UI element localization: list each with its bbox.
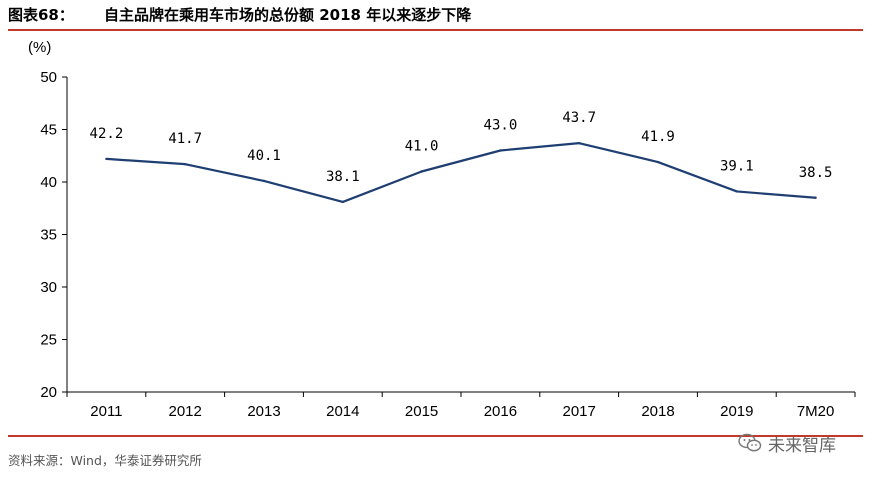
source-note: 资料来源：Wind，华泰证券研究所 (8, 453, 202, 468)
x-tick-label: 7M20 (797, 403, 835, 420)
y-tick-label: 45 (40, 122, 57, 139)
watermark-text: 未来智库 (768, 435, 836, 456)
data-label: 41.9 (641, 129, 675, 145)
x-tick-label: 2015 (405, 403, 438, 420)
chart-axes (66, 77, 855, 393)
x-tick-label: 2019 (720, 403, 753, 420)
y-tick-label: 35 (40, 227, 57, 244)
x-tick-label: 2013 (247, 403, 280, 420)
x-tick-label: 2014 (326, 403, 359, 420)
data-label: 41.7 (168, 131, 202, 147)
data-point (735, 190, 738, 193)
x-tick-label: 2016 (484, 403, 517, 420)
data-label: 42.2 (90, 126, 124, 142)
y-tick-label: 40 (40, 174, 57, 191)
x-tick-label: 2011 (90, 403, 122, 420)
footer-divider (8, 435, 863, 437)
x-tick-label: 2012 (169, 403, 202, 420)
data-point (184, 162, 187, 166)
data-label: 43.7 (562, 110, 596, 126)
data-label: 38.5 (799, 165, 833, 181)
data-point (814, 196, 817, 199)
data-label: 40.1 (247, 148, 281, 164)
figure-title: 图表68： 自主品牌在乘用车市场的总份额 2018 年以来逐步下降 (8, 4, 868, 26)
data-point (420, 170, 423, 173)
y-tick-label: 50 (40, 69, 57, 86)
data-point (262, 179, 266, 183)
y-axis-ticks: 20 25 30 35 40 45 50 (40, 69, 67, 401)
figure-label: 图表68： (8, 6, 74, 24)
data-label: 43.0 (484, 118, 518, 134)
title-divider (8, 29, 863, 31)
data-label: 38.1 (326, 169, 360, 185)
data-label: 41.0 (405, 139, 439, 155)
wechat-icon (738, 433, 762, 452)
y-axis-label: (%) (28, 39, 51, 56)
x-tick-label: 2017 (563, 403, 596, 420)
y-tick-label: 25 (40, 332, 57, 349)
data-point (341, 200, 344, 204)
data-point (105, 157, 108, 161)
y-tick-label: 20 (40, 384, 57, 401)
x-axis-ticks: 2011 2012 2013 2014 2015 2016 2017 2018 2019 7M20 (66, 392, 856, 420)
series-group (105, 141, 817, 204)
data-labels-group: 42.2 41.7 40.1 38.1 41.0 43.0 43.7 41.9 39.1 38.5 (90, 110, 833, 185)
x-tick-label: 2018 (641, 403, 674, 420)
series-line (106, 142, 816, 204)
data-point (656, 160, 660, 164)
y-tick-label: 30 (40, 279, 57, 296)
figure-title-text: 自主品牌在乘用车市场的总份额 2018 年以来逐步下降 (104, 6, 472, 24)
data-label: 39.1 (720, 158, 754, 174)
watermark: 未来智库 (738, 430, 836, 456)
data-point (578, 141, 581, 145)
data-point (499, 149, 502, 152)
